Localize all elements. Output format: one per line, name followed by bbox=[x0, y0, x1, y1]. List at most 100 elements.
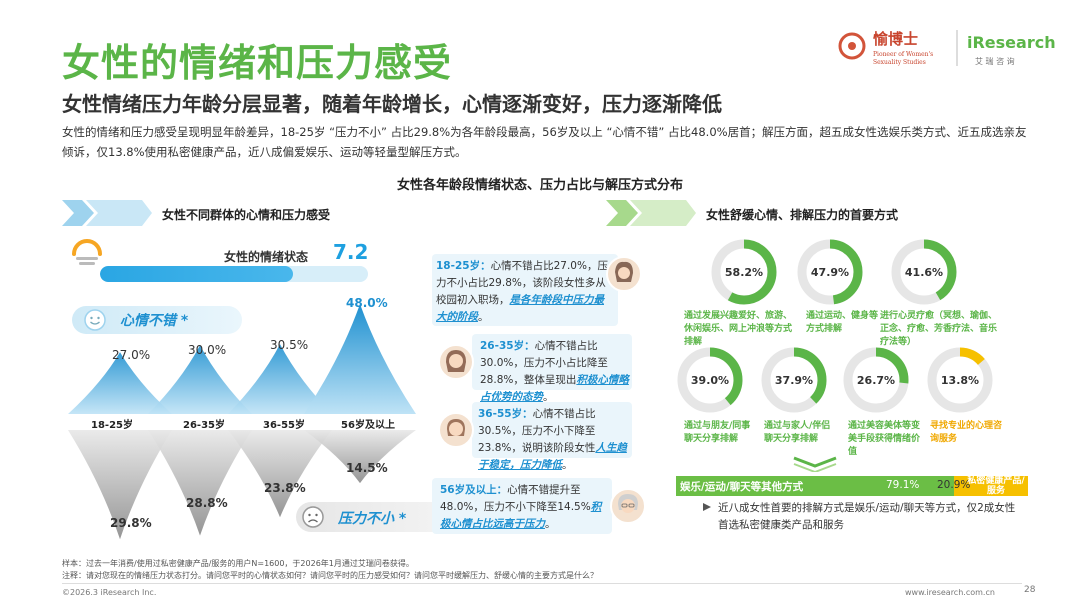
donut-arc-1 bbox=[797, 239, 863, 305]
website: www.iresearch.com.cn bbox=[905, 588, 995, 597]
donut-desc-2: 通过运动、健身等方式排解 bbox=[806, 311, 879, 334]
copyright: ©2026.3 iResearch Inc. bbox=[62, 588, 157, 597]
footnote: 样本：过去一年消费/使用过私密健康产品/服务的用户N=1600，于2026年1月… bbox=[62, 558, 598, 582]
logo-brand-en-2: Sexuality Studies bbox=[873, 59, 926, 66]
relief-share-bar-other bbox=[676, 476, 955, 496]
good-mood-peak-3 bbox=[304, 304, 416, 414]
relief-share-value-other: 79.1% bbox=[886, 479, 920, 491]
avatar-young-woman bbox=[606, 256, 642, 292]
right-section-arrow-icon bbox=[606, 200, 696, 226]
age-label-26-35: 26-35岁 bbox=[183, 420, 225, 431]
relief-share-label-intimate: 私密健康产品/服务 bbox=[967, 476, 1025, 496]
card-26-35: 26-35岁：心情不错占比30.0%，压力不小占比降至28.8%，整体呈现出积极… bbox=[480, 338, 630, 406]
donut-arc-2 bbox=[891, 239, 957, 305]
left-section-title: 女性不同群体的心情和压力感受 bbox=[162, 208, 331, 222]
card-bg-18-25 bbox=[432, 254, 618, 326]
logo-graphic: 愉博士 Pioneer of Women's Sexuality Studies… bbox=[838, 30, 1056, 66]
mood-status-bar-fill bbox=[100, 266, 293, 282]
card-bg-26-35 bbox=[472, 334, 632, 390]
page-title: 女性的情绪和压力感受 bbox=[62, 41, 453, 85]
donut-desc-5: 通过与家人/伴侣聊天分享排解 bbox=[764, 421, 831, 444]
donut-value-1: 47.9% bbox=[811, 266, 849, 279]
chart-title: 女性各年龄段情绪状态、压力占比与解压方式分布 bbox=[396, 178, 683, 193]
card-36-55-text: 心情不错占比30.5%，压力不小下降至23.8%，说明该阶段女性 bbox=[478, 408, 596, 454]
relief-share-value-intimate: 20.9% bbox=[937, 479, 971, 491]
donut-arc-4 bbox=[761, 347, 827, 413]
logo-iresearch-cn: 艾 瑞 咨 询 bbox=[975, 56, 1015, 66]
bullet-triangle-icon bbox=[703, 503, 711, 511]
good-mood-peak-0 bbox=[68, 352, 172, 414]
relief-share-bar-intimate bbox=[954, 476, 1028, 496]
donut-value-2: 41.6% bbox=[905, 266, 943, 279]
good-pct-18-25: 27.0% bbox=[112, 348, 151, 362]
stress-valley-1 bbox=[148, 430, 252, 536]
stress-valley-3 bbox=[304, 430, 416, 484]
card-18-25: 18-25岁：心情不错占比27.0%，压力不小占比29.8%，该阶段女性多从校园… bbox=[436, 258, 612, 326]
donut-desc-6: 通过美容美体等变美手段获得情绪价值 bbox=[848, 421, 921, 457]
donut-value-3: 39.0% bbox=[691, 374, 729, 387]
age-label-36-55: 36-55岁 bbox=[263, 420, 305, 431]
card-26-35-text: 心情不错占比30.0%，压力不小占比降至28.8%，整体呈现出 bbox=[480, 340, 608, 386]
age-axis-band bbox=[62, 414, 434, 430]
card-26-35-em: 积极心情略占优势的态势 bbox=[480, 374, 629, 403]
logo-brand-en-1: Pioneer of Women's bbox=[873, 51, 933, 58]
relief-share-label-other: 娱乐/运动/聊天等其他方式 bbox=[680, 481, 804, 493]
card-bg-56-plus bbox=[432, 478, 612, 534]
stress-pct-26-35: 28.8% bbox=[186, 496, 228, 510]
footnote-notes: 注释：请对您现在的情绪压力状态打分。请问您平时的心情状态如何？请问您平时的压力感… bbox=[62, 571, 598, 580]
mood-status-bar bbox=[100, 266, 368, 282]
donut-arc-6 bbox=[927, 347, 993, 413]
page-subtitle: 女性情绪压力年龄分层显著，随着年龄增长，心情逐渐变好，压力逐渐降低 bbox=[62, 92, 722, 116]
left-section-arrow-icon bbox=[62, 200, 152, 226]
good-pct-56-plus: 48.0% bbox=[346, 296, 388, 310]
card-56-plus-text: 心情不错提升至48.0%，压力不小下降至14.5% bbox=[440, 484, 591, 513]
donut-desc-3: 进行心灵疗愈（冥想、瑜伽、正念、疗愈、芳香疗法、音乐疗法等） bbox=[880, 311, 998, 347]
stress-pct-36-55: 23.8% bbox=[264, 481, 306, 495]
brand-logos: 愉博士 Pioneer of Women's Sexuality Studies… bbox=[835, 22, 1060, 80]
mood-status-value: 7.2 bbox=[333, 240, 369, 264]
card-36-55-em: 人生趋于稳定，压力降低 bbox=[478, 442, 627, 471]
card-36-55-tail: 。 bbox=[562, 459, 573, 471]
stress-pct-18-25: 29.8% bbox=[110, 516, 152, 530]
age-mountain-chart bbox=[62, 304, 434, 540]
stress-label: 压力不小 * bbox=[338, 511, 407, 527]
donut-arc-0 bbox=[711, 239, 777, 305]
good-mood-peak-2 bbox=[228, 344, 332, 414]
donut-desc-7: 寻找专业的心理咨询服务 bbox=[930, 421, 1003, 444]
donut-arc-5 bbox=[843, 347, 909, 413]
card-56-plus: 56岁及以上：心情不错提升至48.0%，压力不小下降至14.5%积极心情占比远高… bbox=[440, 482, 606, 533]
card-bg-36-55 bbox=[472, 402, 632, 458]
avatar-middle-aged-woman bbox=[438, 412, 474, 448]
stress-valley-2 bbox=[228, 430, 332, 518]
logo-iresearch: iResearch bbox=[967, 33, 1056, 52]
stress-pct-56-plus: 14.5% bbox=[346, 461, 388, 475]
card-56-plus-tail: 。 bbox=[545, 518, 556, 530]
right-section-title: 女性舒缓心情、排解压力的首要方式 bbox=[706, 208, 899, 222]
logo-brand-cn: 愉博士 bbox=[873, 30, 918, 48]
donut-value-4: 37.9% bbox=[775, 374, 813, 387]
mood-status-label: 女性的情绪状态 bbox=[224, 250, 309, 264]
chevron-down-icon bbox=[793, 456, 837, 472]
sad-icon bbox=[302, 506, 324, 528]
donut-value-6: 13.8% bbox=[941, 374, 979, 387]
relief-share-note: 近八成女性首要的排解方式是娱乐/运动/聊天等方式，仅2成女性首选私密健康类产品和… bbox=[718, 502, 1016, 531]
donut-desc-4: 通过与朋友/同事聊天分享排解 bbox=[684, 421, 751, 444]
good-pct-26-35: 30.0% bbox=[188, 343, 227, 357]
good-mood-peak-1 bbox=[148, 345, 252, 414]
age-label-56-plus: 56岁及以上 bbox=[341, 420, 395, 431]
footnote-sample: 样本：过去一年消费/使用过私密健康产品/服务的用户N=1600，于2026年1月… bbox=[62, 559, 414, 568]
good-mood-label: 心情不错 * bbox=[120, 313, 189, 329]
donut-desc-1: 通过发展兴趣爱好、旅游、休闲娱乐、网上冲浪等方式排解 bbox=[684, 311, 793, 347]
mood-gauge-icon bbox=[72, 239, 102, 265]
relief-methods-donut-chart: 58.2% 47.9% 41.6% 39.0% 37.9% 26.7% 13.8% bbox=[677, 239, 993, 413]
card-26-35-tag: 26-35岁： bbox=[480, 340, 535, 352]
footer-divider bbox=[62, 583, 1022, 584]
card-18-25-tag: 18-25岁： bbox=[436, 260, 491, 272]
avatar-senior-woman bbox=[610, 488, 646, 524]
good-pct-36-55: 30.5% bbox=[270, 338, 309, 352]
card-18-25-tail: 。 bbox=[478, 311, 489, 323]
card-18-25-em: 是各年龄段中压力最大的阶段 bbox=[436, 294, 604, 323]
intro-paragraph: 女性的情绪和压力感受呈现明显年龄差异，18-25岁 “压力不小” 占比29.8%… bbox=[62, 125, 1027, 159]
stress-valley-0 bbox=[68, 430, 172, 540]
card-36-55: 36-55岁：心情不错占比30.5%，压力不小下降至23.8%，说明该阶段女性人… bbox=[478, 406, 630, 474]
